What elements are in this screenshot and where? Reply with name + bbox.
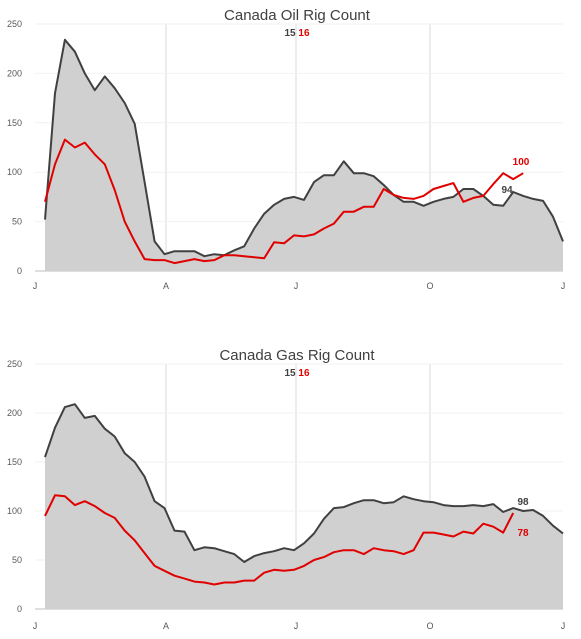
y-tick-label: 150 bbox=[7, 118, 22, 128]
series-area-15 bbox=[45, 39, 563, 271]
x-tick-label: A bbox=[163, 621, 169, 631]
legend-entry: 15 bbox=[284, 28, 296, 39]
series-line-16 bbox=[44, 494, 515, 586]
y-tick-label: 100 bbox=[7, 506, 22, 516]
y-tick-label: 100 bbox=[7, 167, 22, 177]
x-tick-label: J bbox=[33, 281, 38, 291]
y-tick-label: 0 bbox=[17, 266, 22, 276]
legend-entry: 16 bbox=[296, 28, 310, 39]
legend-entry: 15 bbox=[284, 368, 296, 379]
series-area-15 bbox=[45, 404, 563, 609]
series-line-15 bbox=[44, 38, 564, 258]
y-tick-label: 50 bbox=[12, 217, 22, 227]
x-tick-label: O bbox=[426, 621, 433, 631]
x-tick-label: J bbox=[561, 281, 566, 291]
x-tick-label: J bbox=[561, 621, 566, 631]
data-label: 100 bbox=[513, 157, 530, 168]
x-tick-label: A bbox=[163, 281, 169, 291]
series-line-16 bbox=[44, 138, 524, 265]
chart-title: Canada Oil Rig Count bbox=[224, 7, 371, 24]
oil-chart: 0 50 100 150 200 250 J A J O J Canada Oil Rig Count… bbox=[7, 7, 566, 291]
y-tick-label: 250 bbox=[7, 359, 22, 369]
series-line-15 bbox=[44, 403, 564, 563]
x-tick-label: J bbox=[294, 281, 299, 291]
x-tick-label: J bbox=[294, 621, 299, 631]
y-tick-label: 200 bbox=[7, 68, 22, 78]
data-label: 94 bbox=[501, 185, 513, 196]
legend: 15 16 bbox=[284, 368, 309, 379]
y-tick-label: 0 bbox=[17, 604, 22, 614]
y-tick-label: 250 bbox=[7, 19, 22, 29]
x-tick-label: O bbox=[426, 281, 433, 291]
y-tick-label: 150 bbox=[7, 457, 22, 467]
y-tick-label: 50 bbox=[12, 555, 22, 565]
legend-entry: 16 bbox=[296, 368, 310, 379]
y-tick-label: 200 bbox=[7, 408, 22, 418]
data-label: 98 bbox=[517, 497, 529, 508]
x-tick-label: J bbox=[33, 621, 38, 631]
gas-chart: 0 50 100 150 200 250 J A J O J Canada Gas Rig Count… bbox=[7, 347, 566, 631]
chart-title: Canada Gas Rig Count bbox=[219, 347, 375, 364]
data-label: 78 bbox=[517, 528, 529, 539]
legend: 15 16 bbox=[284, 28, 309, 39]
